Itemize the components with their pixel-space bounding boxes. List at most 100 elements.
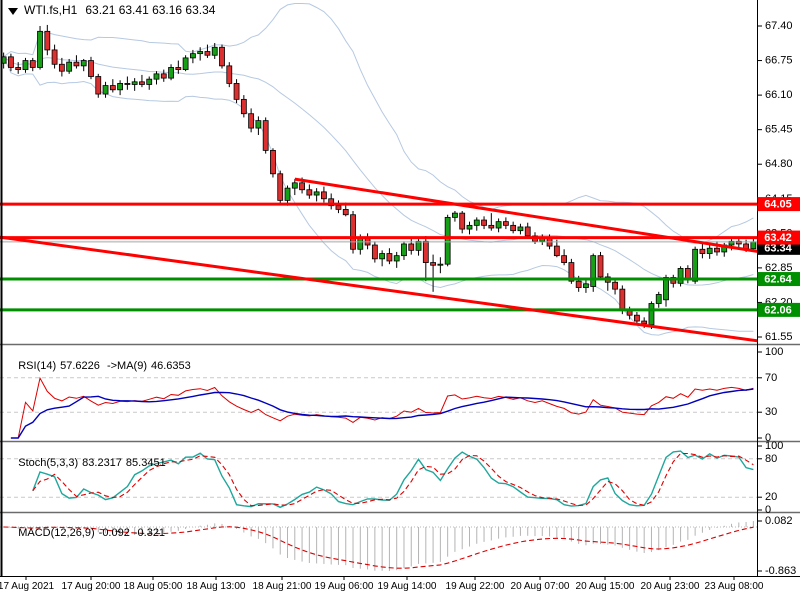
candle: [58, 57, 65, 77]
svg-text:19 Aug 14:00: 19 Aug 14:00: [378, 581, 437, 592]
candle: [524, 222, 531, 239]
candle: [321, 186, 327, 203]
candle: [124, 76, 131, 90]
svg-text:80: 80: [765, 453, 777, 465]
candle: [211, 43, 218, 59]
svg-text:20 Aug 15:00: 20 Aug 15:00: [576, 581, 635, 592]
candle: [95, 73, 102, 98]
svg-text:-0.863: -0.863: [765, 565, 796, 577]
candle: [735, 237, 742, 248]
candle: [182, 55, 189, 72]
candle: [415, 237, 422, 256]
price-badge: 63.42: [757, 230, 800, 245]
candle: [73, 55, 80, 69]
svg-text:63.42: 63.42: [764, 232, 792, 244]
candle: [189, 49, 196, 64]
svg-text:17 Aug 20:00: 17 Aug 20:00: [62, 581, 121, 592]
candle: [219, 44, 225, 69]
time-axis[interactable]: 17 Aug 2021 17 Aug 20:00 18 Aug 05:00 18 Au…: [0, 576, 764, 593]
lower-descending-trendline[interactable]: [0, 235, 761, 343]
candle: [240, 95, 247, 118]
svg-text:20 Aug 23:00: 20 Aug 23:00: [641, 581, 700, 592]
candle: [160, 69, 167, 82]
candle: [590, 253, 597, 292]
candle: [452, 211, 458, 222]
candle: [226, 62, 233, 88]
candle: [633, 312, 640, 325]
candle: [15, 62, 22, 74]
candle: [270, 148, 276, 178]
svg-text:19 Aug 06:00: 19 Aug 06:00: [315, 581, 374, 592]
svg-text:18 Aug 21:00: 18 Aug 21:00: [253, 581, 312, 592]
macd-histogram: [10, 521, 754, 571]
candle: [371, 241, 378, 263]
candle: [109, 79, 116, 93]
candle: [612, 278, 618, 295]
candle: [66, 58, 73, 74]
price-badge: 62.64: [757, 272, 800, 287]
candle: [706, 245, 713, 259]
candle: [466, 221, 473, 235]
candle: [655, 291, 662, 308]
svg-text:0.082: 0.082: [765, 515, 793, 527]
candle: [44, 24, 51, 56]
candle: [168, 64, 174, 81]
svg-text:62.64: 62.64: [764, 274, 792, 286]
candle: [204, 44, 211, 58]
svg-text:20: 20: [765, 491, 777, 503]
candle: [88, 56, 94, 80]
candle: [379, 250, 386, 267]
candle: [197, 47, 204, 61]
candle: [517, 223, 524, 235]
panel-frame: [0, 0, 800, 577]
svg-text:64.80: 64.80: [765, 158, 793, 170]
candle: [430, 254, 436, 292]
svg-text:62.85: 62.85: [765, 262, 793, 274]
svg-text:0: 0: [765, 432, 771, 444]
rsi-ma-line: [10, 388, 754, 439]
stochastic-panel: [0, 450, 757, 509]
candle: [80, 58, 87, 72]
candle: [699, 243, 706, 259]
candle: [291, 179, 298, 196]
svg-text:18 Aug 05:00: 18 Aug 05:00: [124, 581, 183, 592]
macd-signal-line: [3, 526, 754, 569]
macd-panel: [0, 521, 757, 571]
candle: [510, 221, 517, 234]
candle: [255, 116, 262, 135]
svg-text:17 Aug 2021: 17 Aug 2021: [0, 581, 55, 592]
svg-text:100: 100: [765, 440, 783, 452]
upper-descending-trendline[interactable]: [294, 177, 768, 253]
candle: [401, 241, 407, 260]
price-badge: 64.05: [757, 197, 800, 212]
candle: [29, 57, 36, 72]
svg-text:63.34: 63.34: [764, 242, 792, 254]
svg-text:100: 100: [765, 346, 783, 358]
candle: [277, 170, 284, 205]
symbol-dropdown-icon[interactable]: [8, 7, 18, 15]
candle: [677, 266, 684, 287]
candle: [386, 248, 393, 265]
svg-text:70: 70: [765, 372, 777, 384]
candle: [495, 218, 502, 233]
candle: [146, 76, 153, 90]
svg-text:20 Aug 07:00: 20 Aug 07:00: [511, 581, 570, 592]
candle: [561, 249, 568, 266]
candle: [131, 78, 138, 91]
candle: [481, 216, 487, 230]
svg-text:65.45: 65.45: [765, 124, 793, 136]
candle: [350, 211, 356, 254]
candle: [306, 184, 313, 199]
candle: [22, 57, 29, 73]
candle: [393, 251, 400, 268]
candle: [284, 185, 291, 206]
svg-text:62.06: 62.06: [764, 304, 792, 316]
svg-text:67.40: 67.40: [765, 20, 793, 32]
svg-text:66.75: 66.75: [765, 55, 793, 67]
svg-text:18 Aug 13:00: 18 Aug 13:00: [187, 581, 246, 592]
candle: [444, 214, 451, 267]
candle: [437, 257, 444, 274]
candle: [37, 26, 43, 70]
